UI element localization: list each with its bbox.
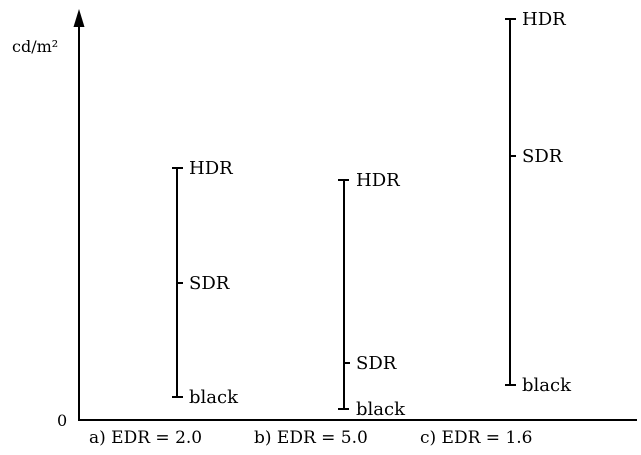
black-label: black	[189, 387, 239, 408]
column-caption: c) EDR = 1.6	[420, 428, 532, 448]
hdr-label: HDR	[356, 170, 400, 191]
column-caption: a) EDR = 2.0	[89, 428, 202, 448]
column-a: HDR SDR black a) EDR = 2.0	[89, 158, 239, 448]
column-b: HDR SDR black b) EDR = 5.0	[254, 170, 406, 448]
black-label: black	[356, 399, 406, 420]
y-axis-unit-label: cd/m²	[12, 37, 58, 56]
y-axis-zero-label: 0	[57, 411, 67, 430]
column-c: HDR SDR black c) EDR = 1.6	[420, 9, 572, 448]
sdr-label: SDR	[356, 353, 397, 374]
black-label: black	[522, 375, 572, 396]
sdr-label: SDR	[522, 146, 563, 167]
column-caption: b) EDR = 5.0	[254, 428, 368, 448]
y-axis-arrowhead-icon	[73, 9, 85, 27]
hdr-label: HDR	[189, 158, 233, 179]
hdr-label: HDR	[522, 9, 566, 30]
sdr-label: SDR	[189, 273, 230, 294]
